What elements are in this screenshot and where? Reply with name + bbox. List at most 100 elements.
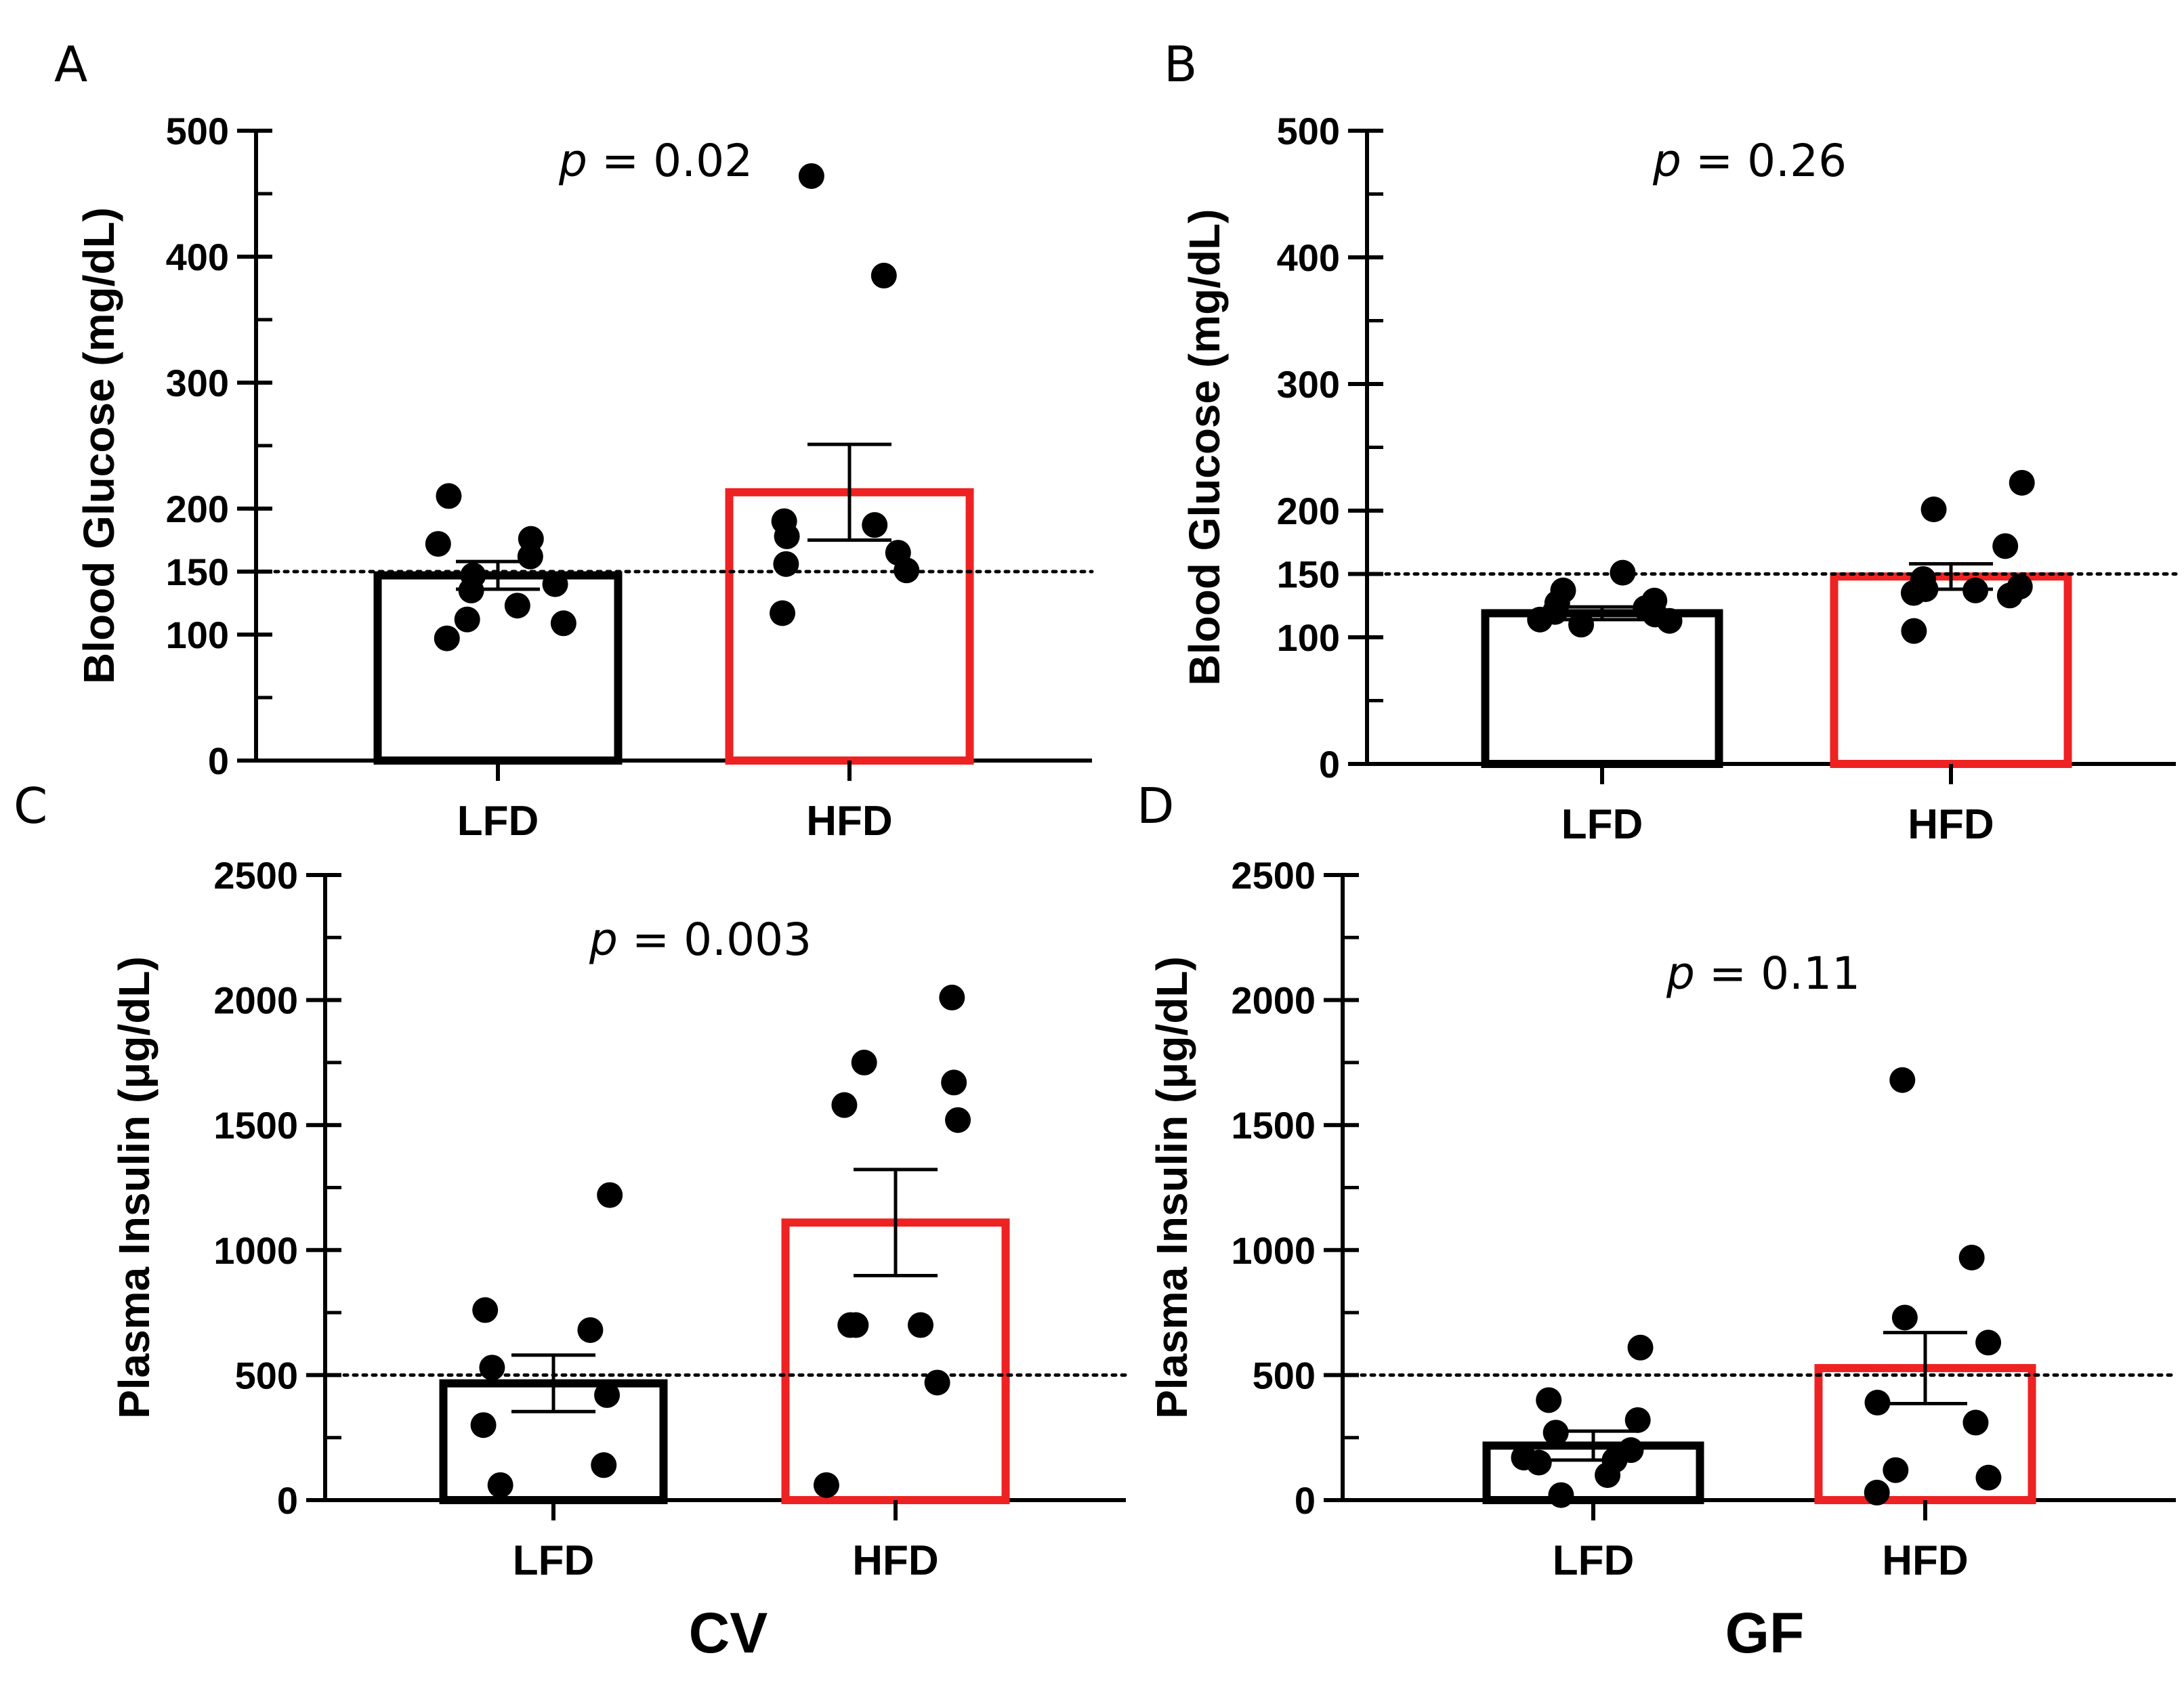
p-symbol: p <box>589 914 618 966</box>
data-point <box>1958 1244 1985 1271</box>
data-point <box>939 984 965 1010</box>
x-tick-label: LFD <box>513 1537 595 1584</box>
panel-letter: D <box>1137 777 1174 834</box>
y-tick-label: 1000 <box>1231 1229 1316 1272</box>
p-value-annotation: p = 0.26 <box>1652 135 1847 187</box>
y-tick-label: 2000 <box>213 979 298 1022</box>
x-tick-label: LFD <box>1561 801 1643 848</box>
data-point <box>518 526 544 552</box>
data-point <box>1536 1387 1562 1413</box>
p-value: = 0.02 <box>587 135 753 187</box>
data-point <box>1624 1407 1651 1433</box>
group-label-cv: CV <box>689 1601 768 1665</box>
data-point <box>945 1107 971 1133</box>
y-tick-label: 500 <box>1253 1354 1316 1396</box>
x-tick-label: LFD <box>457 798 539 845</box>
p-value-annotation: p = 0.003 <box>589 914 812 966</box>
data-point <box>472 1297 499 1323</box>
x-tick-label: HFD <box>852 1537 938 1584</box>
data-point <box>1975 1464 2002 1491</box>
y-tick-label: 2000 <box>1231 979 1316 1022</box>
y-tick-label: 500 <box>166 110 229 152</box>
data-point <box>1883 1457 1909 1483</box>
data-point <box>597 1182 623 1208</box>
data-point <box>773 551 799 577</box>
y-tick-label: 400 <box>166 236 229 278</box>
y-tick-label: 0 <box>208 740 229 782</box>
data-point <box>843 1312 869 1338</box>
panel-c: C Plasma Insulin (μg/dL) 0 500 1000 1500 2000 2… <box>14 777 1128 1584</box>
data-point <box>1910 566 1936 592</box>
data-point <box>1511 1445 1537 1471</box>
panel-a: A Blood Glucose (mg/dL) 0 100 150 200 300 400 50… <box>54 36 1094 845</box>
data-point <box>591 1452 617 1478</box>
data-point <box>851 1049 877 1075</box>
data-point <box>1627 1334 1654 1361</box>
data-point <box>1548 1482 1574 1508</box>
data-point <box>542 571 568 597</box>
y-tick-label: 500 <box>235 1354 298 1396</box>
data-point <box>1864 1479 1890 1506</box>
y-tick-label: 1000 <box>213 1229 298 1272</box>
y-tick-label: 100 <box>1277 616 1340 659</box>
y-tick-label: 150 <box>166 551 229 593</box>
bar-lfd <box>373 571 623 765</box>
p-symbol: p <box>558 135 587 187</box>
y-tick-label: 150 <box>1277 553 1340 596</box>
data-point <box>1864 1390 1891 1416</box>
y-tick-label: 0 <box>277 1479 298 1522</box>
data-point <box>470 1412 497 1438</box>
data-point <box>1992 533 2019 559</box>
y-tick-label: 500 <box>1277 110 1340 152</box>
data-point <box>770 600 796 626</box>
p-value: = 0.003 <box>618 914 812 966</box>
p-value: = 0.26 <box>1681 135 1847 187</box>
data-point <box>1975 1329 2002 1356</box>
y-tick-label: 400 <box>1277 236 1340 279</box>
panel-letter: A <box>54 36 87 93</box>
panel-b: B Blood Glucose (mg/dL) 0 100 150 200 300 400 50… <box>1164 36 2178 848</box>
y-tick-label: 2500 <box>213 854 298 897</box>
panel-letter: B <box>1164 36 1197 93</box>
y-tick-label: 1500 <box>1231 1104 1316 1147</box>
data-point <box>941 1069 967 1096</box>
data-point <box>577 1317 604 1343</box>
data-point <box>813 1472 839 1498</box>
data-point <box>454 606 480 633</box>
bar-lfd <box>1481 609 1723 768</box>
data-point <box>460 562 486 589</box>
y-tick-label: 200 <box>1277 490 1340 532</box>
data-point <box>487 1472 513 1498</box>
y-axis-label: Blood Glucose (mg/dL) <box>75 207 123 684</box>
data-point <box>1962 1409 1989 1436</box>
x-tick-label: HFD <box>806 798 892 845</box>
p-symbol: p <box>1666 947 1695 1000</box>
data-point <box>425 531 451 557</box>
x-tick-label: LFD <box>1553 1537 1635 1584</box>
y-axis-label: Plasma Insulin (μg/dL) <box>1148 956 1196 1419</box>
p-symbol: p <box>1652 135 1681 187</box>
data-point <box>504 593 530 619</box>
data-point <box>479 1355 505 1381</box>
data-point <box>924 1369 950 1396</box>
p-value: = 0.11 <box>1695 947 1860 1000</box>
y-tick-label: 0 <box>1319 743 1340 786</box>
y-axis-label: Blood Glucose (mg/dL) <box>1180 209 1229 686</box>
y-tick-label: 2500 <box>1231 854 1316 897</box>
panel-letter: C <box>14 777 47 834</box>
data-point <box>1618 1437 1644 1464</box>
y-axis-label: Plasma Insulin (μg/dL) <box>110 956 159 1419</box>
bar-hfd <box>1830 572 2072 768</box>
x-tick-label: HFD <box>1908 801 1994 848</box>
data-point <box>771 508 797 534</box>
data-point <box>436 483 462 509</box>
data-point <box>434 625 460 652</box>
data-point <box>1901 618 1927 644</box>
y-tick-label: 100 <box>166 614 229 656</box>
data-point <box>1891 1304 1918 1331</box>
data-point <box>870 262 897 289</box>
p-value-annotation: p = 0.02 <box>558 135 753 187</box>
y-tick-label: 200 <box>166 488 229 530</box>
data-point <box>1610 559 1636 586</box>
